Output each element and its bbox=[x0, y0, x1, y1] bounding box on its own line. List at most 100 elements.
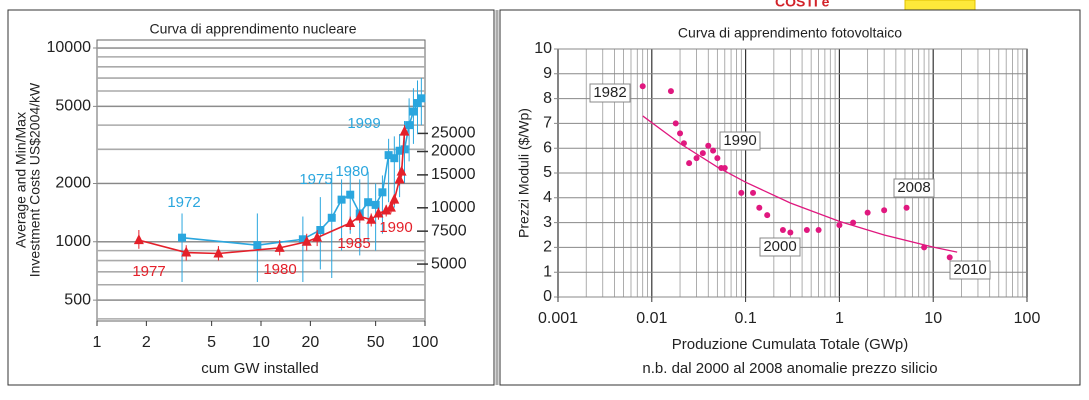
annotation: 1980 bbox=[263, 261, 296, 278]
marker bbox=[394, 173, 405, 184]
y-tick-label: 9 bbox=[543, 65, 552, 82]
y-tick-label: 500 bbox=[64, 291, 91, 308]
y2-tick-label: 15000 bbox=[431, 166, 476, 183]
marker bbox=[693, 155, 700, 162]
marker bbox=[298, 235, 307, 244]
plot-area bbox=[96, 39, 426, 322]
y-tick-label: 6 bbox=[543, 139, 552, 156]
marker bbox=[667, 88, 674, 95]
annotation: 1999 bbox=[347, 115, 380, 132]
y-tick-label: 2000 bbox=[55, 175, 91, 192]
marker bbox=[672, 120, 679, 127]
annotation: 2000 bbox=[763, 238, 796, 255]
marker bbox=[385, 201, 396, 212]
marker bbox=[710, 147, 717, 154]
y2-tick-label: 10000 bbox=[431, 199, 476, 216]
marker bbox=[677, 130, 684, 137]
marker bbox=[413, 99, 422, 108]
marker bbox=[345, 216, 356, 227]
y-axis-label: Investment Costs US$2004/kW bbox=[27, 82, 43, 277]
annotation-box bbox=[893, 178, 935, 198]
marker bbox=[864, 209, 871, 216]
annotation-box bbox=[949, 260, 991, 280]
y2-tick-label: 20000 bbox=[431, 143, 476, 160]
annotation: 1975 bbox=[299, 171, 332, 188]
marker bbox=[178, 233, 187, 242]
marker bbox=[850, 219, 857, 226]
marker bbox=[764, 212, 771, 219]
marker bbox=[787, 229, 794, 236]
marker bbox=[714, 155, 721, 162]
marker bbox=[354, 210, 365, 221]
marker bbox=[366, 213, 377, 224]
annotation: 1977 bbox=[132, 263, 165, 280]
marker bbox=[400, 145, 409, 154]
marker bbox=[815, 227, 822, 234]
x-tick-label: 100 bbox=[412, 334, 439, 351]
y-tick-label: 10000 bbox=[47, 39, 92, 56]
marker bbox=[405, 121, 414, 130]
x-tick-label: 0.01 bbox=[636, 310, 667, 327]
marker bbox=[274, 241, 285, 252]
y-tick-label: 1 bbox=[543, 263, 552, 280]
x-tick-label: 10 bbox=[252, 334, 270, 351]
marker bbox=[312, 231, 323, 242]
y-tick-label: 4 bbox=[543, 189, 552, 206]
marker bbox=[384, 151, 393, 160]
x-axis-label: cum GW installed bbox=[201, 360, 319, 377]
annotation-box bbox=[759, 237, 801, 257]
marker bbox=[409, 107, 418, 116]
y-tick-label: 3 bbox=[543, 214, 552, 231]
marker bbox=[381, 204, 392, 215]
marker bbox=[133, 234, 144, 245]
marker bbox=[337, 195, 346, 204]
x-tick-label: 100 bbox=[1014, 310, 1041, 327]
x-axis-label: Produzione Cumulata Totale (GWp) bbox=[672, 336, 909, 353]
y-tick-label: 0 bbox=[543, 288, 552, 305]
y2-tick-label: 7500 bbox=[431, 222, 467, 239]
y2-tick-label: 5000 bbox=[431, 255, 467, 272]
header-text: COSTI e bbox=[775, 0, 830, 10]
marker bbox=[738, 189, 745, 196]
marker bbox=[301, 235, 312, 246]
marker bbox=[756, 204, 763, 211]
x-tick-label: 1 bbox=[93, 334, 102, 351]
marker bbox=[390, 154, 399, 163]
marker bbox=[903, 204, 910, 211]
marker bbox=[836, 222, 843, 229]
marker bbox=[373, 207, 384, 218]
marker bbox=[378, 188, 387, 197]
marker bbox=[705, 142, 712, 149]
y-axis-label: Prezzi Moduli ($/Wp) bbox=[516, 108, 532, 238]
y-tick-label: 8 bbox=[543, 90, 552, 107]
marker bbox=[316, 226, 325, 235]
marker bbox=[213, 247, 224, 258]
note: n.b. dal 2000 al 2008 anomalie prezzo si… bbox=[642, 360, 937, 377]
x-tick-label: 10 bbox=[924, 310, 942, 327]
marker bbox=[639, 83, 646, 90]
annotation: 1990 bbox=[723, 132, 756, 149]
y-tick-label: 10 bbox=[534, 40, 552, 57]
marker bbox=[750, 189, 757, 196]
annotation: 1982 bbox=[593, 84, 626, 101]
annotation: 1990 bbox=[379, 219, 412, 236]
marker bbox=[253, 241, 262, 250]
marker bbox=[803, 227, 810, 234]
marker bbox=[389, 193, 400, 204]
annotation: 1972 bbox=[167, 194, 200, 211]
annotation: 1985 bbox=[337, 235, 370, 252]
marker bbox=[686, 160, 693, 167]
x-tick-label: 20 bbox=[301, 334, 319, 351]
y-tick-label: 5000 bbox=[55, 98, 91, 115]
x-tick-label: 5 bbox=[207, 334, 216, 351]
annotation-box bbox=[719, 131, 761, 151]
y-tick-label: 1000 bbox=[55, 233, 91, 250]
marker bbox=[371, 200, 380, 209]
y-axis-label: Average and Min/Max bbox=[13, 112, 29, 248]
marker bbox=[327, 213, 336, 222]
marker bbox=[181, 246, 192, 257]
series-line bbox=[138, 131, 406, 255]
marker bbox=[399, 125, 410, 136]
marker bbox=[417, 94, 426, 103]
